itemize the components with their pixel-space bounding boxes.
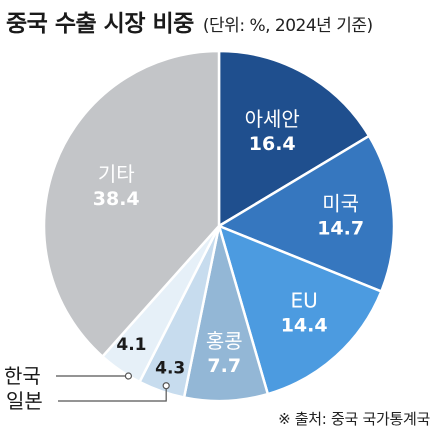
- pie-slice-usa: [216, 134, 396, 294]
- slice-value-asean: 16.4: [249, 133, 296, 155]
- slice-value-eu: 14.4: [281, 315, 328, 337]
- chart-unit-note: (단위: %, 2024년 기준): [202, 16, 373, 36]
- leader-dot-korea: [124, 372, 133, 380]
- pie-slice-eu: [217, 223, 383, 396]
- slice-value-other: 38.4: [93, 188, 140, 210]
- slice-label-japan: 일본: [6, 389, 43, 413]
- title-row: 중국 수출 시장 비중 (단위: %, 2024년 기준): [6, 4, 373, 38]
- slice-label-usa: 미국: [322, 192, 359, 216]
- slice-label-other: 기타: [98, 162, 135, 186]
- pie-slice-other: [42, 49, 221, 359]
- slice-value-korea: 4.1: [116, 335, 146, 355]
- slice-label-korea: 한국: [4, 364, 41, 388]
- leader-line-japan: [58, 385, 167, 402]
- slice-value-japan: 4.3: [155, 359, 185, 379]
- slice-value-hongkong: 7.7: [207, 355, 241, 377]
- slice-value-usa: 14.7: [317, 218, 364, 240]
- leader-dot-japan: [162, 382, 170, 390]
- slice-label-hongkong: 홍콩: [206, 329, 243, 353]
- source-note: ※ 출처: 중국 국가통계국: [278, 410, 430, 428]
- slice-label-asean: 아세안: [245, 107, 300, 131]
- slice-label-eu: EU: [291, 289, 318, 313]
- chart-title: 중국 수출 시장 비중: [6, 11, 194, 37]
- pie-slice-asean: [217, 49, 371, 229]
